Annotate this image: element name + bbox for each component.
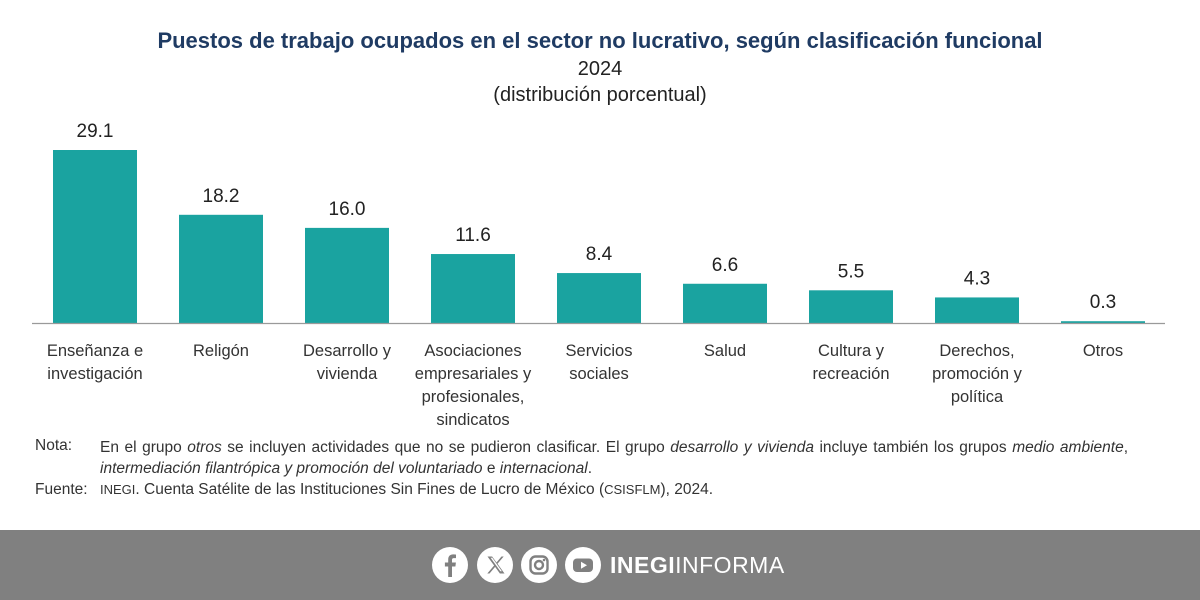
note-fragment: otros — [187, 439, 222, 456]
note-fragment: desarrollo y vivienda — [670, 439, 814, 456]
category-label: profesionales, — [422, 388, 525, 406]
category-label: Enseñanza e — [47, 342, 143, 360]
bar-chart: 29.1 Enseñanza e investigación 18.2 Religón 1… — [32, 121, 1165, 429]
category-label: Servicios — [566, 342, 633, 360]
category-label: Cultura y — [818, 342, 885, 360]
source-text: INEGI. Cuenta Satélite de las Institucio… — [100, 481, 713, 499]
category-label: Otros — [1083, 342, 1123, 360]
category-label: Asociaciones — [424, 342, 521, 360]
bar — [305, 227, 389, 323]
bar — [1061, 321, 1145, 323]
bar — [179, 214, 263, 323]
note-fragment: se incluyen actividades que no se pudier… — [221, 439, 671, 456]
category-label: empresariales y — [415, 365, 532, 383]
data-label: 16.0 — [329, 199, 366, 220]
note-fragment: , — [1123, 439, 1129, 456]
chart-subtitle-units: (distribución porcentual) — [493, 84, 707, 106]
source-label: Fuente: — [35, 481, 88, 498]
inegi-informa-logo: INEGIINFORMA — [610, 552, 785, 578]
bar — [53, 150, 137, 323]
data-label: 6.6 — [712, 255, 738, 276]
chart-title: Puestos de trabajo ocupados en el sector… — [157, 28, 1043, 53]
category-label: Salud — [704, 342, 746, 360]
source-year: ), 2024. — [660, 481, 714, 498]
data-label: 11.6 — [455, 225, 491, 246]
note-fragment: intermediación filantrópica y promoción … — [100, 460, 483, 477]
x-icon[interactable] — [477, 547, 513, 583]
bar — [431, 254, 515, 323]
source-acronym-csisflm: CSISFLM — [604, 482, 661, 497]
data-label: 18.2 — [203, 186, 240, 207]
note-fragment: . — [587, 460, 592, 477]
data-label: 5.5 — [838, 261, 864, 282]
youtube-icon[interactable] — [565, 547, 601, 583]
bar — [935, 297, 1019, 323]
category-label: promoción y — [932, 365, 1023, 383]
note-fragment: incluye también los grupos — [813, 439, 1013, 456]
category-label: investigación — [47, 365, 142, 383]
category-label: sindicatos — [436, 411, 509, 429]
note-fragment: medio ambiente — [1012, 439, 1124, 456]
note-fragment: e — [482, 460, 500, 477]
note-text: En el grupo otros se incluyen actividade… — [100, 437, 1128, 479]
category-label: recreación — [812, 365, 889, 383]
source-acronym-inegi: INEGI — [100, 482, 136, 497]
category-label: Desarrollo y — [303, 342, 392, 360]
note-fragment: En el grupo — [100, 439, 188, 456]
note-fragment: internacional — [499, 460, 588, 477]
footer-bar: INEGIINFORMA — [0, 530, 1200, 600]
note-label: Nota: — [35, 437, 73, 454]
data-label: 29.1 — [77, 121, 114, 142]
data-label: 0.3 — [1090, 292, 1116, 313]
bar — [557, 273, 641, 323]
category-label: vivienda — [317, 365, 378, 383]
bar — [809, 290, 893, 323]
facebook-icon[interactable] — [432, 547, 468, 583]
instagram-icon[interactable] — [521, 547, 557, 583]
category-label: Derechos, — [939, 342, 1014, 360]
chart-subtitle-year: 2024 — [577, 58, 623, 80]
category-label: sociales — [569, 365, 629, 383]
source-description: . Cuenta Satélite de las Instituciones S… — [135, 481, 605, 498]
category-label: política — [951, 388, 1004, 406]
data-label: 8.4 — [586, 244, 613, 265]
category-label: Religón — [193, 342, 249, 360]
data-label: 4.3 — [964, 268, 990, 289]
bar — [683, 283, 767, 323]
